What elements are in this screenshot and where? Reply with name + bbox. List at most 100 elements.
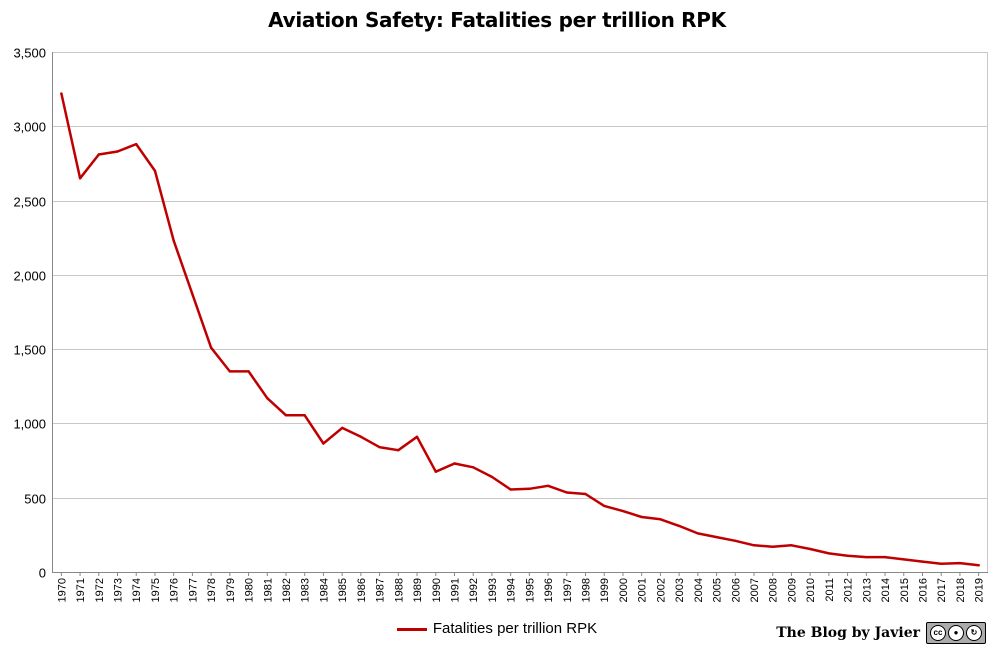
data-point (378, 446, 381, 449)
x-tick-label: 1970 (56, 578, 68, 602)
data-point (827, 552, 831, 555)
x-tick-label: 1985 (337, 578, 349, 602)
x-tick-label: 1997 (562, 578, 574, 602)
y-tick-label: 3,000 (13, 120, 46, 135)
x-tick-label: 1978 (206, 578, 218, 602)
data-point (846, 554, 849, 557)
x-tick-label: 1996 (543, 578, 555, 602)
x-tick-label: 2014 (880, 578, 892, 602)
data-point (584, 492, 587, 496)
x-tick-label: 2001 (637, 578, 649, 602)
x-tick-label: 1974 (131, 578, 143, 602)
data-point (135, 142, 138, 146)
x-tick-label: 1972 (94, 578, 106, 602)
data-point (434, 470, 437, 473)
y-tick-label: 1,000 (13, 417, 46, 432)
data-point (97, 153, 101, 156)
data-point (247, 370, 250, 373)
y-tick-label: 1,500 (13, 343, 46, 358)
x-tick-label: 1989 (412, 578, 424, 602)
data-point (809, 547, 812, 551)
by-icon: ● (948, 625, 964, 641)
data-point (865, 555, 868, 559)
data-point (940, 562, 943, 565)
x-tick-label: 1986 (356, 578, 368, 602)
data-point (603, 504, 606, 508)
data-point (771, 545, 774, 548)
x-tick-label: 2016 (917, 578, 929, 602)
data-point (116, 150, 119, 153)
x-tick-label: 1979 (225, 578, 237, 602)
x-tick-label: 2015 (899, 578, 911, 602)
data-point (453, 462, 456, 465)
legend: Fatalities per trillion RPK (0, 620, 994, 637)
data-point (565, 491, 568, 494)
data-point (284, 414, 288, 417)
x-tick-label: 2007 (749, 578, 761, 602)
data-point (172, 239, 175, 242)
data-point (490, 475, 494, 479)
x-tick-label: 1982 (281, 578, 293, 602)
axes (52, 52, 988, 576)
x-tick-label: 1973 (113, 578, 125, 602)
y-tick-label: 0 (39, 566, 46, 581)
data-point (322, 442, 325, 445)
data-point (958, 561, 962, 565)
x-tick-label: 1971 (75, 578, 87, 602)
x-tick-label: 1975 (150, 578, 162, 602)
gridlines (52, 52, 988, 499)
data-point (977, 564, 980, 567)
data-point (734, 539, 737, 542)
x-axis-tick-labels: 1970 1971 1972 1973 1974 1975 1976 1977 1978 1979… (56, 578, 985, 602)
x-tick-label: 2010 (805, 578, 817, 602)
data-point (397, 449, 400, 452)
x-tick-label: 2011 (824, 578, 836, 602)
data-point (472, 466, 475, 469)
data-point (509, 488, 512, 491)
x-tick-label: 1991 (449, 578, 461, 602)
data-point (883, 555, 887, 559)
data-point (528, 487, 531, 490)
data-point (659, 518, 662, 521)
x-tick-label: 2002 (655, 578, 667, 602)
chart-title: Aviation Safety: Fatalities per trillion… (268, 8, 726, 32)
x-tick-label: 2019 (974, 578, 986, 602)
y-tick-label: 3,500 (13, 46, 46, 61)
data-point (359, 435, 363, 438)
data-point (640, 515, 643, 519)
legend-label: Fatalities per trillion RPK (432, 620, 598, 637)
cc-by-sa-icon: cc ● ↻ (926, 622, 986, 644)
x-tick-label: 2003 (674, 578, 686, 602)
x-tick-label: 2018 (955, 578, 967, 602)
data-point (153, 169, 157, 173)
x-tick-label: 1981 (262, 578, 274, 602)
data-point (341, 426, 344, 430)
x-tick-label: 1983 (300, 578, 312, 602)
x-tick-label: 1976 (169, 578, 181, 602)
y-tick-label: 2,000 (13, 269, 46, 284)
data-point (715, 535, 718, 539)
x-tick-label: 1994 (506, 578, 518, 602)
data-point (191, 293, 194, 296)
x-tick-label: 1984 (318, 578, 330, 602)
sa-icon: ↻ (966, 625, 982, 641)
data-point (228, 370, 231, 373)
x-tick-label: 1998 (581, 578, 593, 602)
y-tick-label: 500 (24, 492, 46, 507)
watermark-text: The Blog by Javier (776, 625, 920, 641)
x-tick-label: 2006 (730, 578, 742, 602)
data-point (696, 532, 699, 535)
y-axis-tick-labels: 0 500 1,000 1,500 2,000 2,500 3,000 3,500 (13, 46, 46, 581)
x-tick-label: 1995 (524, 578, 536, 602)
series-lines (60, 92, 980, 567)
data-point (677, 524, 681, 528)
data-point (78, 177, 82, 180)
watermark: The Blog by Javier cc ● ↻ (776, 622, 986, 644)
x-tick-label: 1987 (375, 578, 387, 602)
data-point (60, 92, 63, 95)
data-point (921, 560, 924, 563)
data-point (752, 544, 756, 547)
x-tick-label: 1988 (393, 578, 405, 602)
data-point (621, 509, 625, 513)
